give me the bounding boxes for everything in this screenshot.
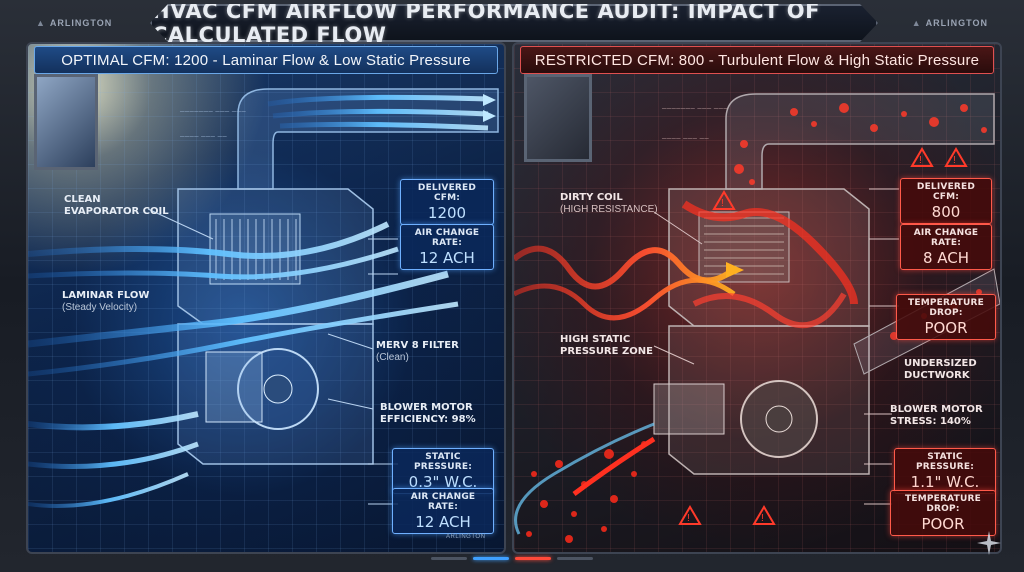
indicator-segment xyxy=(557,556,593,560)
callout-dirty-coil: DIRTY COIL (HIGH RESISTANCE) xyxy=(560,192,670,216)
svg-text:!: ! xyxy=(687,513,690,524)
blueprint-annotation: ─────── ─── ─── xyxy=(662,106,729,112)
metric-value: 1.1" W.C. xyxy=(910,473,980,491)
callout-text: DIRTY COIL xyxy=(560,192,623,203)
metric-value: POOR xyxy=(924,319,968,337)
brand-logo-right: ▲ ARLINGTON xyxy=(912,18,988,28)
optimal-panel-header: OPTIMAL CFM: 1200 - Laminar Flow & Low S… xyxy=(34,46,498,74)
brand-mark-icon: ▲ xyxy=(36,18,46,28)
blueprint-annotation: ──── ─── ── xyxy=(180,134,228,140)
brand-logo-left: ▲ ARLINGTON xyxy=(36,18,112,28)
status-indicator-bar xyxy=(420,553,604,563)
metric-static-pressure: STATIC PRESSURE: 0.3" W.C. xyxy=(392,448,494,494)
metric-delivered-cfm: DELIVERED CFM: 1200 xyxy=(400,179,494,225)
title-banner: HVAC CFM AIRFLOW PERFORMANCE AUDIT: IMPA… xyxy=(150,4,878,42)
svg-text:!: ! xyxy=(919,155,922,166)
metric-air-change-rate: AIR CHANGE RATE: 8 ACH xyxy=(900,224,992,270)
callout-text: LAMINAR FLOW xyxy=(62,290,150,301)
callout-text: UNDERSIZED DUCTWORK xyxy=(904,358,977,381)
metric-value: 800 xyxy=(931,203,961,221)
metric-value: 8 ACH xyxy=(922,249,970,267)
footer-brand: ARLINGTON xyxy=(446,534,486,540)
metric-label: AIR CHANGE RATE: xyxy=(414,228,480,248)
callout-merv-filter: MERV 8 FILTER (Clean) xyxy=(376,340,476,364)
restricted-panel-title: RESTRICTED CFM: 800 - Turbulent Flow & H… xyxy=(534,51,980,69)
svg-text:!: ! xyxy=(953,155,956,166)
callout-laminar-flow: LAMINAR FLOW (Steady Velocity) xyxy=(62,290,172,314)
sparkle-icon xyxy=(977,531,1001,555)
page-title: HVAC CFM AIRFLOW PERFORMANCE AUDIT: IMPA… xyxy=(152,0,820,47)
metric-label: STATIC PRESSURE: xyxy=(915,452,975,472)
metric-delivered-cfm: DELIVERED CFM: 800 xyxy=(900,178,992,224)
metric-temperature-drop-bottom: TEMPERATURE DROP: POOR xyxy=(890,490,996,536)
indicator-segment-optimal xyxy=(473,556,509,560)
metric-air-change-rate-bottom: AIR CHANGE RATE: 12 ACH xyxy=(392,488,494,534)
metric-label: DELIVERED CFM: xyxy=(916,182,976,202)
callout-text: MERV 8 FILTER xyxy=(376,340,459,351)
restricted-hvac-illustration: ! ! ! ! ! xyxy=(514,93,1000,543)
callout-subtext: (Steady Velocity) xyxy=(62,302,138,313)
metric-static-pressure: STATIC PRESSURE: 1.1" W.C. xyxy=(894,448,996,494)
metric-label: AIR CHANGE RATE: xyxy=(913,228,979,248)
brand-mark-icon: ▲ xyxy=(911,18,922,28)
optimal-hvac-illustration xyxy=(28,88,499,508)
metric-value: 0.3" W.C. xyxy=(408,473,478,491)
metric-value: 12 ACH xyxy=(415,513,471,531)
callout-subtext: (HIGH RESISTANCE) xyxy=(560,204,658,215)
metric-label: AIR CHANGE RATE: xyxy=(410,492,476,512)
blueprint-annotation: ─────── ─── ─── xyxy=(180,109,247,115)
metric-air-change-rate: AIR CHANGE RATE: 12 ACH xyxy=(400,224,494,270)
blueprint-annotation: ──── ─── ── xyxy=(662,136,710,142)
restricted-panel: ! ! ! ! ! ─────── ─── ─── ──── ─── ── xyxy=(512,42,1002,554)
window-illustration xyxy=(524,74,592,162)
callout-text: BLOWER MOTOR EFFICIENCY: 98% xyxy=(380,402,476,425)
callout-high-static-zone: HIGH STATIC PRESSURE ZONE xyxy=(560,334,660,358)
callout-clean-coil: CLEAN EVAPORATOR COIL xyxy=(64,194,174,218)
callout-text: BLOWER MOTOR STRESS: 140% xyxy=(890,404,983,427)
callout-text: CLEAN EVAPORATOR COIL xyxy=(64,194,169,217)
metric-label: STATIC PRESSURE: xyxy=(413,452,473,472)
indicator-segment xyxy=(431,556,467,560)
optimal-panel: ─────── ─── ─── ──── ─── ── OPTIMAL CFM:… xyxy=(26,42,506,554)
restricted-panel-header: RESTRICTED CFM: 800 - Turbulent Flow & H… xyxy=(520,46,994,74)
metric-label: TEMPERATURE DROP: xyxy=(908,298,984,318)
indicator-segment-restricted xyxy=(515,556,551,560)
svg-text:!: ! xyxy=(761,513,764,524)
warning-icon: ! xyxy=(712,190,736,210)
callout-subtext: (Clean) xyxy=(376,352,409,363)
metric-label: TEMPERATURE DROP: xyxy=(905,494,981,514)
callout-undersized-ductwork: UNDERSIZED DUCTWORK xyxy=(904,358,984,382)
svg-text:!: ! xyxy=(721,198,724,209)
window-illustration xyxy=(34,74,98,170)
metric-value: 12 ACH xyxy=(419,249,475,267)
metric-value: 1200 xyxy=(427,204,467,222)
metric-temperature-drop: TEMPERATURE DROP: POOR xyxy=(896,294,996,340)
callout-blower-stress: BLOWER MOTOR STRESS: 140% xyxy=(890,404,990,428)
callout-blower-efficiency: BLOWER MOTOR EFFICIENCY: 98% xyxy=(380,402,490,426)
callout-text: HIGH STATIC PRESSURE ZONE xyxy=(560,334,653,357)
optimal-panel-title: OPTIMAL CFM: 1200 - Laminar Flow & Low S… xyxy=(61,51,471,69)
brand-name: ARLINGTON xyxy=(925,18,988,28)
metric-value: POOR xyxy=(921,515,965,533)
metric-label: DELIVERED CFM: xyxy=(417,183,477,203)
brand-name: ARLINGTON xyxy=(49,18,113,28)
